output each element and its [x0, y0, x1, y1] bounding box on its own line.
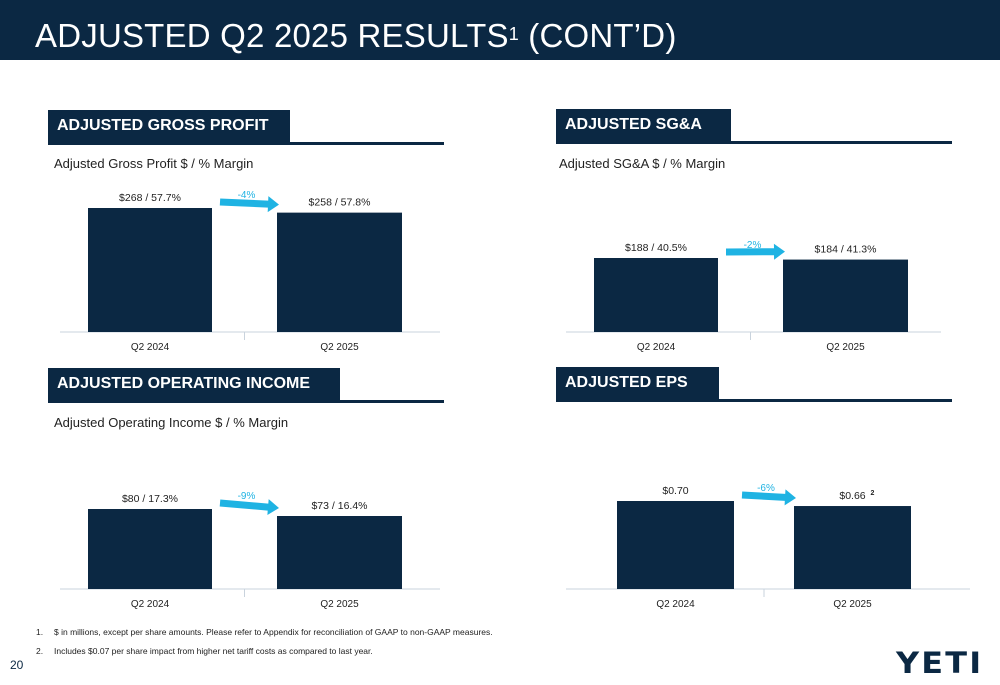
title-superscript: 1	[508, 24, 519, 44]
bar-q2-2024	[88, 208, 212, 332]
data-label: $258 / 57.8%	[309, 197, 371, 209]
change-label: -4%	[238, 190, 256, 201]
chart-subtitle: Adjusted SG&A $ / % Margin	[559, 156, 726, 171]
change-label: -9%	[238, 491, 256, 502]
chart-subtitle: Adjusted Operating Income $ / % Margin	[54, 415, 289, 430]
category-label: Q2 2025	[320, 599, 359, 610]
category-label: Q2 2024	[131, 599, 170, 610]
footnote-1: 1. $ in millions, except per share amount…	[36, 627, 493, 637]
panel-header: ADJUSTED GROSS PROFIT	[48, 110, 290, 142]
panel-header: ADJUSTED EPS	[556, 367, 719, 399]
bar-q2-2025	[277, 212, 402, 332]
data-label: $73 / 16.4%	[311, 500, 367, 512]
panel-header-rule	[48, 142, 444, 145]
bar-q2-2024	[594, 258, 718, 332]
bar-q2-2024	[617, 501, 734, 589]
data-label: $188 / 40.5%	[625, 242, 687, 254]
yeti-logo: YETI	[896, 646, 984, 680]
change-arrow	[726, 243, 785, 260]
title-bar: ADJUSTED Q2 2025 RESULTS1 (CONT’D)	[0, 0, 1000, 60]
bar-q2-2025	[783, 259, 908, 332]
data-label: $80 / 17.3%	[122, 493, 178, 505]
panel-header-rule	[48, 400, 444, 403]
panel-header: ADJUSTED SG&A	[556, 109, 731, 141]
category-label: Q2 2025	[833, 599, 872, 610]
arrow-shape	[726, 243, 785, 260]
panel-header-rule	[556, 141, 952, 144]
data-label: $0.70	[662, 485, 688, 497]
page-number: 20	[10, 658, 24, 672]
change-arrow	[219, 196, 279, 213]
change-arrow	[219, 499, 279, 515]
arrow-shape	[219, 196, 279, 213]
change-arrow	[741, 489, 796, 506]
arrow-shape	[219, 499, 279, 515]
category-label: Q2 2024	[656, 599, 695, 610]
chart-operating-income: $80 / 17.3% Q2 2024 $73 / 16.4% Q2 2025 -9%	[60, 491, 440, 610]
data-label: $0.66	[839, 490, 865, 502]
page-title: ADJUSTED Q2 2025 RESULTS1 (CONT’D)	[35, 16, 677, 56]
panel-header: ADJUSTED OPERATING INCOME	[48, 368, 340, 400]
chart-subtitle: Adjusted Gross Profit $ / % Margin	[54, 156, 254, 171]
data-label: $268 / 57.7%	[119, 192, 181, 204]
bar-q2-2024	[88, 509, 212, 589]
chart-eps: $0.70 Q2 2024 $0.66 2 Q2 2025 -6%	[566, 483, 970, 610]
category-label: Q2 2024	[131, 342, 170, 353]
category-label: Q2 2025	[320, 342, 359, 353]
change-label: -6%	[757, 483, 775, 494]
category-label: Q2 2024	[637, 342, 676, 353]
bar-q2-2025	[277, 516, 402, 589]
arrow-shape	[741, 489, 796, 506]
title-tail: (CONT’D)	[518, 17, 677, 54]
change-label: -2%	[744, 240, 762, 251]
bar-q2-2025	[794, 506, 911, 589]
chart-sga: $188 / 40.5% Q2 2024 $184 / 41.3% Q2 2025 -2…	[566, 240, 941, 353]
panel-header-rule	[556, 399, 952, 402]
footnote-2: 2. Includes $0.07 per share impact from h…	[36, 646, 373, 656]
footnote-marker: 2	[871, 490, 875, 497]
title-main: ADJUSTED Q2 2025 RESULTS	[35, 17, 509, 54]
data-label: $184 / 41.3%	[815, 244, 877, 256]
chart-gross-profit: $268 / 57.7% Q2 2024 $258 / 57.8% Q2 2025 -4…	[60, 190, 440, 353]
category-label: Q2 2025	[826, 342, 865, 353]
